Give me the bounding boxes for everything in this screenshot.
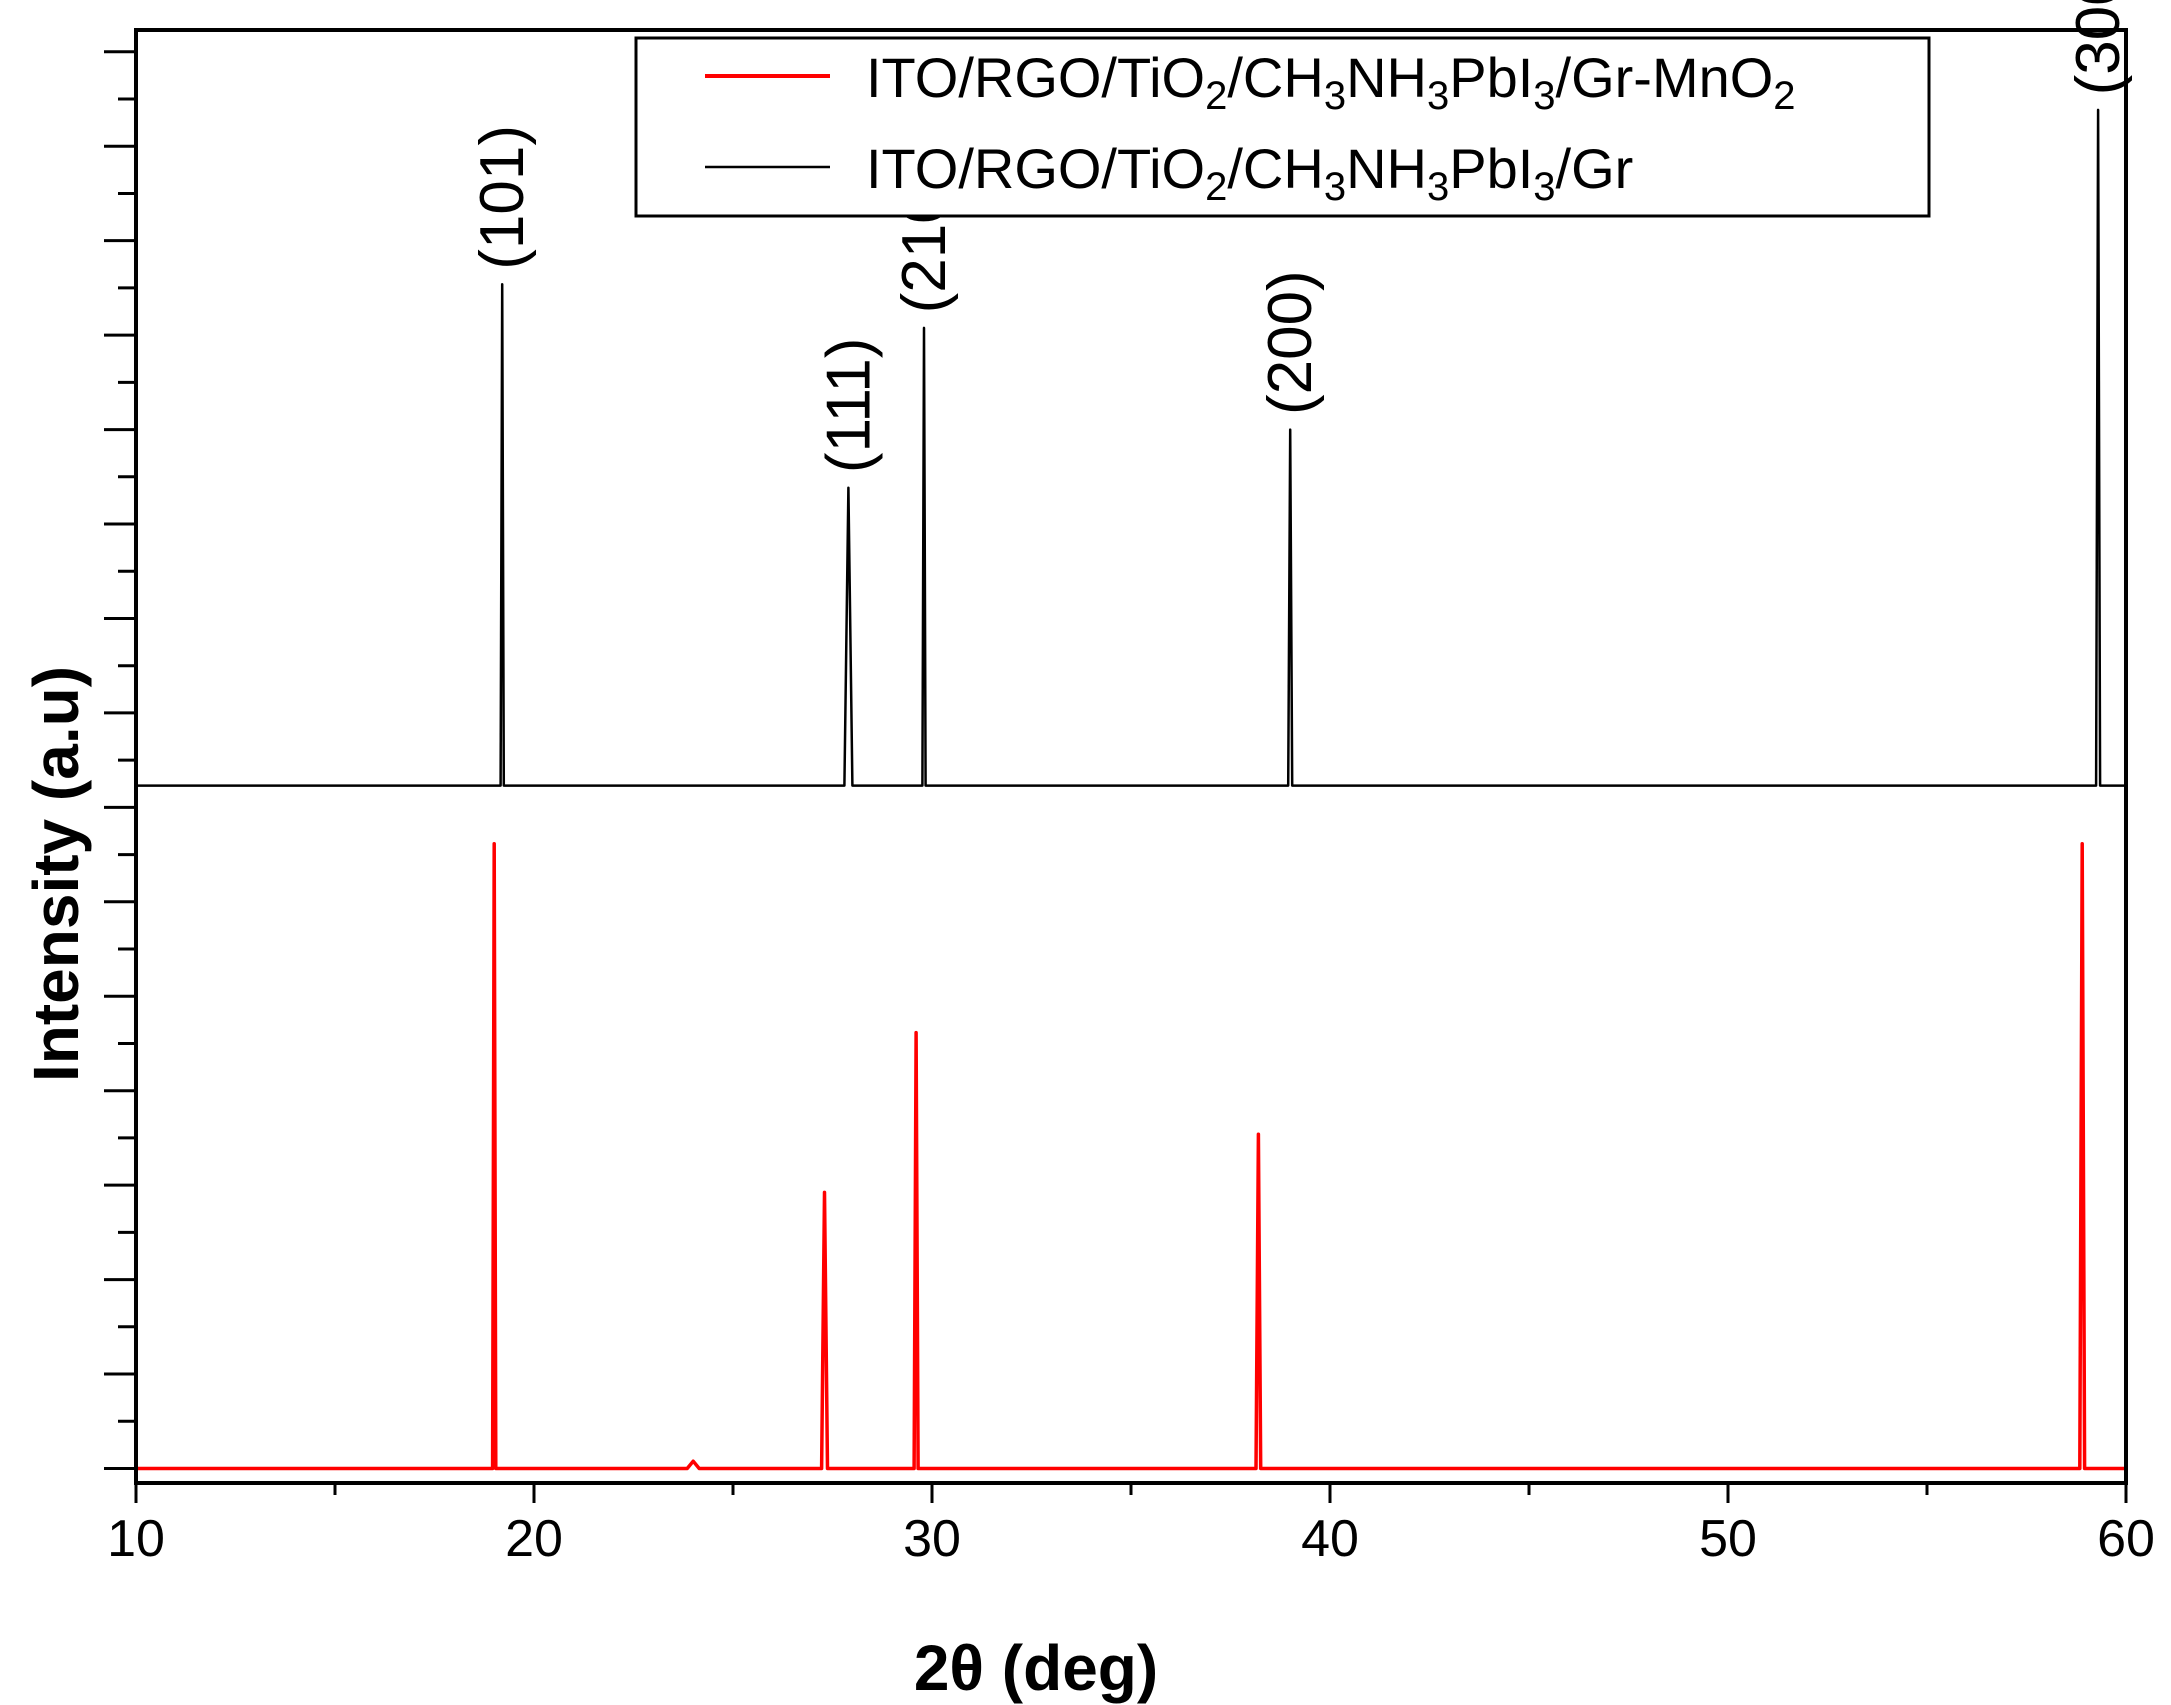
y-axis	[104, 50, 136, 1470]
x-tick-label: 20	[505, 1510, 563, 1568]
x-axis: 10 20 30 40 50 60	[107, 1483, 2155, 1568]
plot-frame	[134, 28, 2128, 1485]
x-axis-title: 2θ (deg)	[914, 1632, 1158, 1704]
series-line-gr-mno2	[136, 841, 2126, 1471]
peak-label: (200)	[1256, 270, 1325, 415]
series-line-gr	[136, 108, 2126, 787]
peak-label: (300)	[2064, 0, 2133, 95]
x-tick-label: 60	[2097, 1510, 2155, 1568]
legend-box	[634, 36, 1931, 218]
peak-labels: (101)(111)(210)(200)(300)	[468, 0, 2133, 473]
peak-label: (101)	[468, 125, 537, 270]
x-tick-label: 30	[903, 1510, 961, 1568]
legend: ITO/RGO/TiO2/CH3NH3PbI3/Gr-MnO2 ITO/RGO/…	[634, 36, 1931, 218]
x-tick-label: 40	[1301, 1510, 1359, 1568]
x-tick-label: 10	[107, 1510, 165, 1568]
x-tick-label: 50	[1699, 1510, 1757, 1568]
peak-label: (111)	[814, 338, 883, 474]
legend-label-gr: ITO/RGO/TiO2/CH3NH3PbI3/Gr	[866, 137, 1633, 209]
legend-label-gr-mno2: ITO/RGO/TiO2/CH3NH3PbI3/Gr-MnO2	[866, 46, 1796, 118]
y-axis-title: Intensity (a.u)	[20, 666, 92, 1082]
plot-content	[136, 108, 2126, 1471]
